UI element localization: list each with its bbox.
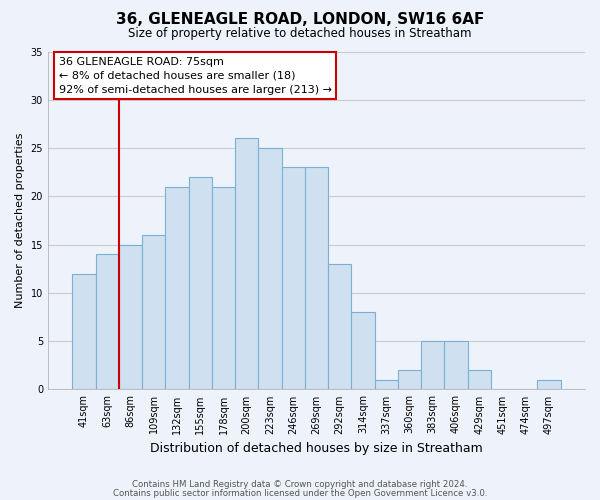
Text: 36, GLENEAGLE ROAD, LONDON, SW16 6AF: 36, GLENEAGLE ROAD, LONDON, SW16 6AF [116,12,484,28]
Y-axis label: Number of detached properties: Number of detached properties [15,133,25,308]
Bar [305,168,328,390]
Bar [73,274,95,390]
X-axis label: Distribution of detached houses by size in Streatham: Distribution of detached houses by size … [150,442,483,455]
Text: Contains public sector information licensed under the Open Government Licence v3: Contains public sector information licen… [113,488,487,498]
Bar [281,168,305,390]
Bar [467,370,491,390]
Bar [142,235,166,390]
Bar [538,380,560,390]
Text: Size of property relative to detached houses in Streatham: Size of property relative to detached ho… [128,28,472,40]
Bar [352,312,374,390]
Bar [421,341,445,390]
Bar [328,264,352,390]
Bar [259,148,281,390]
Text: Contains HM Land Registry data © Crown copyright and database right 2024.: Contains HM Land Registry data © Crown c… [132,480,468,489]
Bar [188,177,212,390]
Text: 36 GLENEAGLE ROAD: 75sqm
← 8% of detached houses are smaller (18)
92% of semi-de: 36 GLENEAGLE ROAD: 75sqm ← 8% of detache… [59,56,332,94]
Bar [398,370,421,390]
Bar [95,254,119,390]
Bar [166,186,188,390]
Bar [445,341,467,390]
Bar [212,186,235,390]
Bar [374,380,398,390]
Bar [235,138,259,390]
Bar [119,244,142,390]
